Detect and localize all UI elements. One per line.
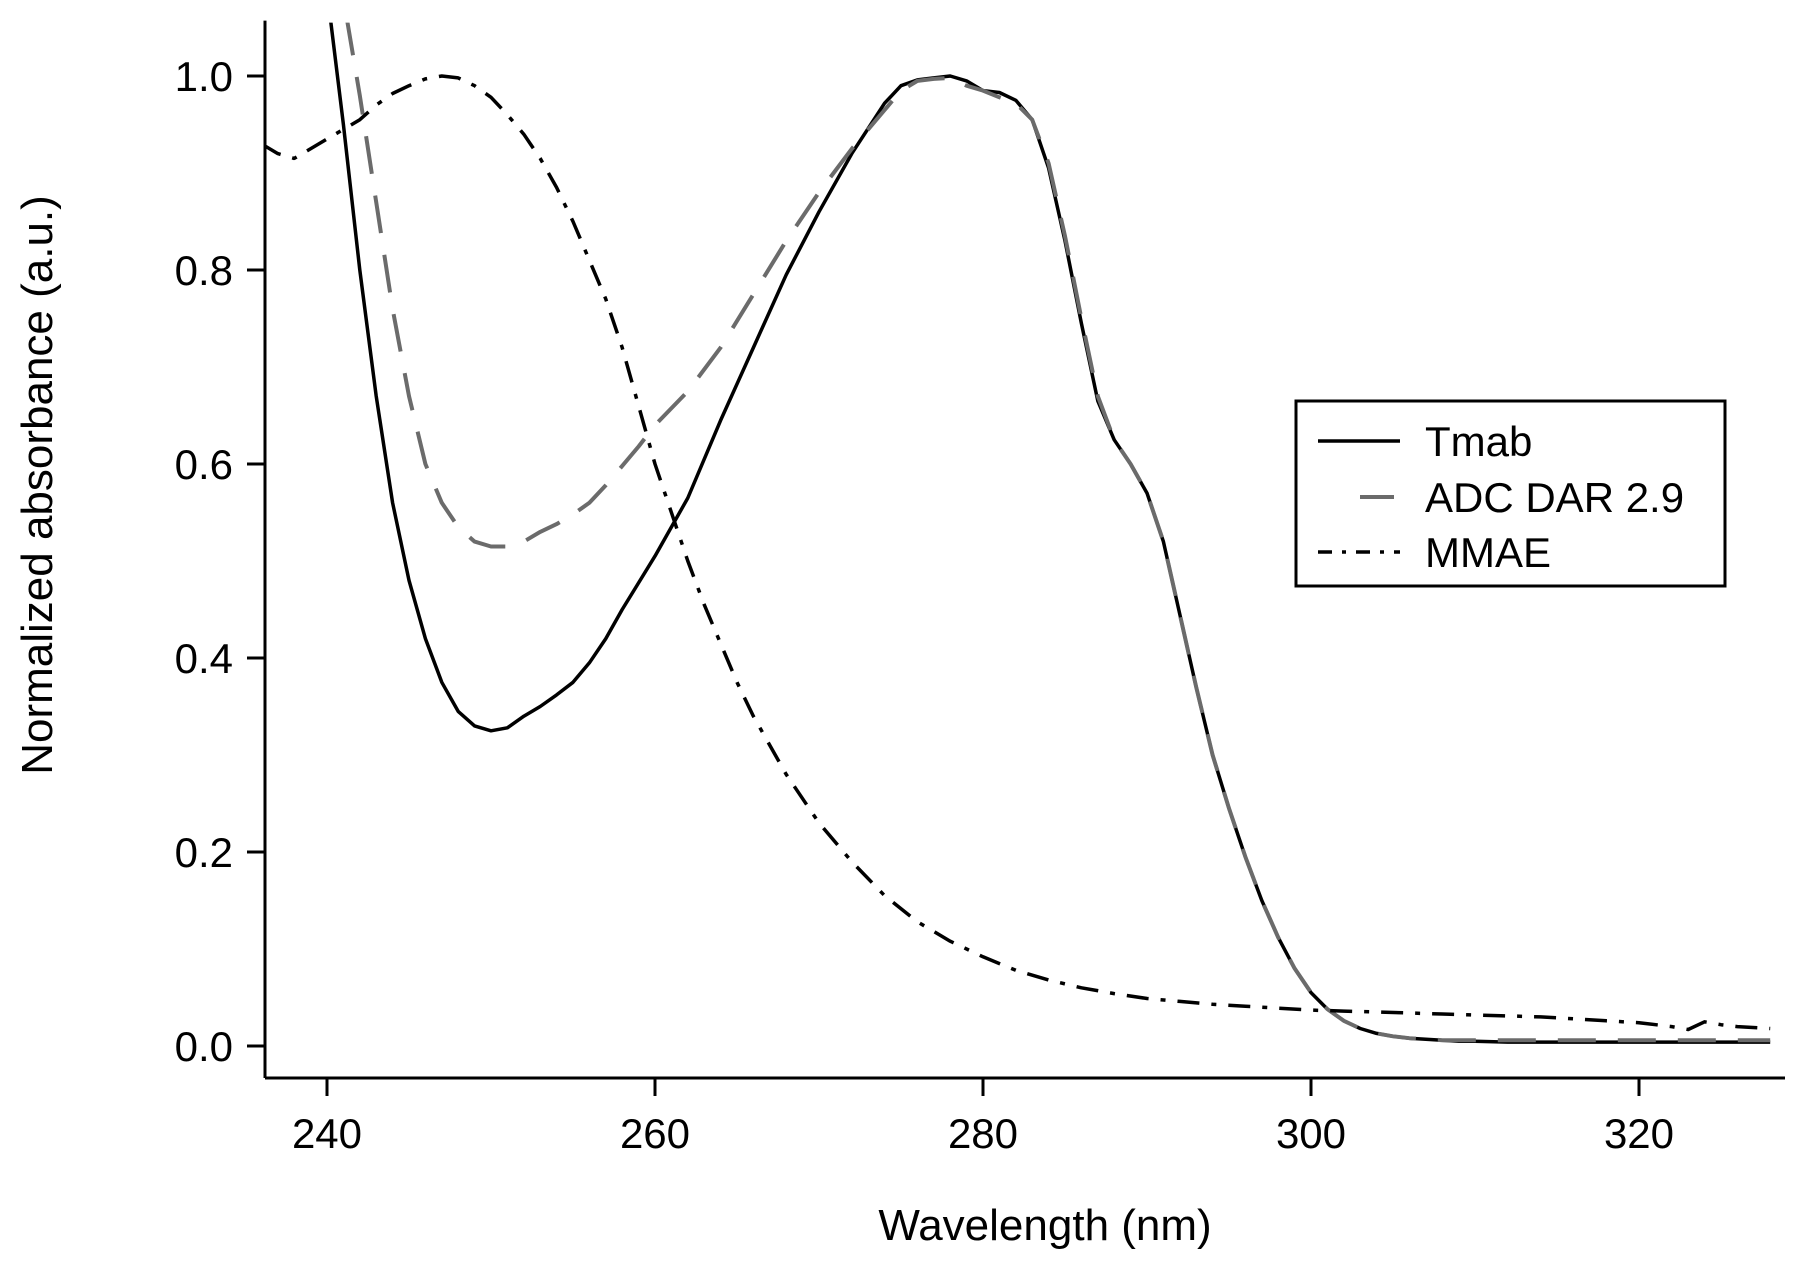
series-line-mmae	[265, 74, 1771, 1032]
legend-label: ADC DAR 2.9	[1425, 474, 1684, 521]
series-line-adc-dar-2-9	[345, 22, 1771, 1043]
x-tick-label: 260	[620, 1110, 690, 1157]
x-tick-label: 280	[948, 1110, 1018, 1157]
x-axis-title: Wavelength (nm)	[878, 1201, 1211, 1250]
y-tick-label: 1.0	[175, 53, 233, 100]
y-tick-label: 0.8	[175, 247, 233, 294]
y-ticks: 0.0 0.2 0.4 0.6 0.8 1.0	[175, 53, 265, 1070]
y-tick-label: 0.6	[175, 441, 233, 488]
x-tick-label: 300	[1276, 1110, 1346, 1157]
legend-label: Tmab	[1425, 418, 1532, 465]
y-tick-label: 0.4	[175, 635, 233, 682]
x-tick-label: 320	[1604, 1110, 1674, 1157]
legend-box	[1294, 399, 1727, 588]
series-line-tmab	[329, 22, 1771, 1044]
y-tick-label: 0.2	[175, 829, 233, 876]
y-tick-label: 0.0	[175, 1023, 233, 1070]
legend: Tmab ADC DAR 2.9 MMAE	[1294, 399, 1727, 588]
x-tick-label: 240	[292, 1110, 362, 1157]
y-axis-title: Normalized absorbance (a.u.)	[13, 195, 62, 775]
series-layer	[265, 22, 1771, 1044]
legend-label: MMAE	[1425, 529, 1551, 576]
x-ticks: 240 260 280 300 320	[292, 1078, 1674, 1157]
